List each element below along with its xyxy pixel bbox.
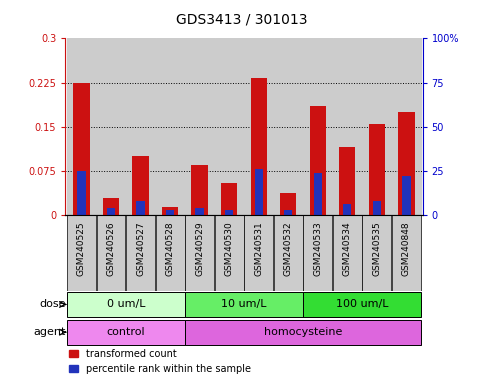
- Bar: [343, 204, 352, 215]
- Text: GSM240531: GSM240531: [254, 221, 263, 276]
- FancyBboxPatch shape: [67, 215, 96, 291]
- FancyBboxPatch shape: [362, 215, 391, 291]
- Text: agent: agent: [33, 327, 66, 337]
- Bar: [196, 208, 204, 215]
- Bar: [310, 106, 326, 215]
- Bar: [166, 210, 174, 215]
- Bar: [369, 124, 385, 215]
- Text: 0 um/L: 0 um/L: [107, 300, 145, 310]
- Bar: [73, 83, 89, 215]
- Bar: [339, 147, 355, 215]
- Bar: [362, 38, 391, 215]
- Bar: [313, 172, 322, 215]
- Bar: [162, 207, 178, 215]
- Text: homocysteine: homocysteine: [264, 327, 342, 337]
- Bar: [103, 199, 119, 215]
- FancyBboxPatch shape: [67, 292, 185, 317]
- Bar: [398, 112, 414, 215]
- Text: dose: dose: [39, 300, 66, 310]
- Text: GSM240528: GSM240528: [166, 221, 174, 276]
- FancyBboxPatch shape: [67, 320, 185, 345]
- Bar: [97, 38, 126, 215]
- Text: 10 um/L: 10 um/L: [221, 300, 267, 310]
- Bar: [67, 38, 96, 215]
- Text: GSM240533: GSM240533: [313, 221, 322, 276]
- Bar: [107, 208, 115, 215]
- Bar: [225, 210, 233, 215]
- FancyBboxPatch shape: [333, 215, 362, 291]
- FancyBboxPatch shape: [303, 215, 332, 291]
- Bar: [392, 38, 421, 215]
- Bar: [280, 192, 297, 215]
- Bar: [274, 38, 303, 215]
- Bar: [126, 38, 155, 215]
- FancyBboxPatch shape: [185, 320, 421, 345]
- Text: GSM240534: GSM240534: [343, 221, 352, 276]
- Bar: [244, 38, 273, 215]
- Text: GSM240535: GSM240535: [372, 221, 382, 276]
- Bar: [185, 38, 214, 215]
- Bar: [214, 38, 243, 215]
- Bar: [132, 156, 149, 215]
- Bar: [136, 201, 145, 215]
- FancyBboxPatch shape: [97, 215, 126, 291]
- Text: GSM240530: GSM240530: [225, 221, 234, 276]
- Text: GSM240525: GSM240525: [77, 221, 86, 276]
- Bar: [251, 78, 267, 215]
- FancyBboxPatch shape: [156, 215, 185, 291]
- Text: GDS3413 / 301013: GDS3413 / 301013: [176, 13, 307, 27]
- FancyBboxPatch shape: [303, 292, 421, 317]
- Bar: [303, 38, 332, 215]
- Text: control: control: [106, 327, 145, 337]
- Text: GSM240529: GSM240529: [195, 221, 204, 276]
- FancyBboxPatch shape: [244, 215, 273, 291]
- Legend: transformed count, percentile rank within the sample: transformed count, percentile rank withi…: [65, 345, 255, 377]
- Text: GSM240532: GSM240532: [284, 221, 293, 276]
- Bar: [333, 38, 362, 215]
- Bar: [284, 210, 292, 215]
- FancyBboxPatch shape: [185, 292, 303, 317]
- Bar: [255, 169, 263, 215]
- Bar: [77, 171, 85, 215]
- Bar: [402, 176, 411, 215]
- Bar: [156, 38, 185, 215]
- Bar: [373, 201, 381, 215]
- Text: GSM240848: GSM240848: [402, 221, 411, 276]
- Text: 100 um/L: 100 um/L: [336, 300, 388, 310]
- FancyBboxPatch shape: [392, 215, 421, 291]
- Text: GSM240526: GSM240526: [106, 221, 115, 276]
- Text: GSM240527: GSM240527: [136, 221, 145, 276]
- FancyBboxPatch shape: [185, 215, 214, 291]
- Bar: [191, 165, 208, 215]
- FancyBboxPatch shape: [214, 215, 243, 291]
- FancyBboxPatch shape: [274, 215, 303, 291]
- Bar: [221, 182, 237, 215]
- FancyBboxPatch shape: [126, 215, 155, 291]
